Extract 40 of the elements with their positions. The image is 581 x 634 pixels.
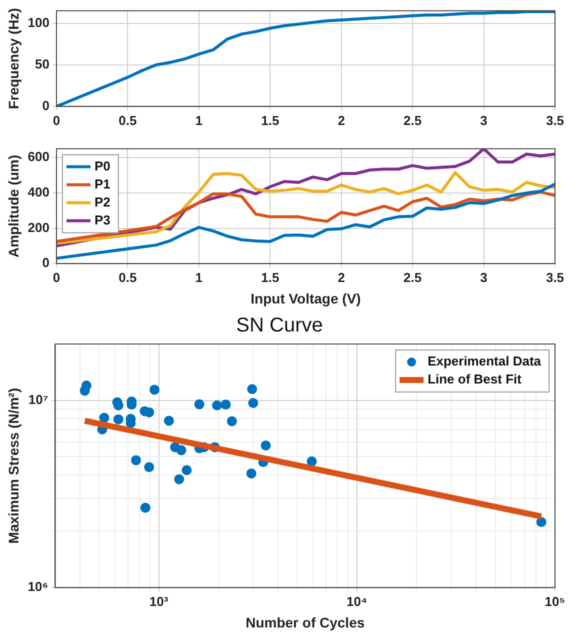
x-axis-title: Input Voltage (V) xyxy=(250,290,361,306)
x-tick-label: 0.5 xyxy=(118,112,137,128)
y-tick-label: 600 xyxy=(28,149,50,164)
y-axis-title: Amplitude (um) xyxy=(5,154,22,258)
legend-label: Experimental Data xyxy=(428,354,542,369)
x-tick-label: 1.5 xyxy=(261,112,280,128)
legend-label: P0 xyxy=(94,158,110,174)
y-tick-label: 0 xyxy=(42,255,50,270)
x-tick-label: 10³ xyxy=(149,594,169,609)
x-tick-label: 2 xyxy=(338,270,345,285)
x-tick-label: 0.5 xyxy=(118,270,137,285)
x-tick-label: 3 xyxy=(480,112,488,128)
x-axis-title: Number of Cycles xyxy=(246,614,365,630)
y-tick-label: 50 xyxy=(35,56,50,72)
x-tick-label: 2.5 xyxy=(404,112,422,128)
x-tick-label: 3.5 xyxy=(546,270,564,285)
x-tick-label: 0 xyxy=(52,270,60,285)
legend-label: P1 xyxy=(94,176,110,192)
y-tick-label: 400 xyxy=(28,184,50,200)
legend-label: Line of Best Fit xyxy=(428,372,522,387)
y-tick-label: 0 xyxy=(42,98,50,113)
y-tick-label: 10⁷ xyxy=(28,392,48,407)
x-tick-label: 1 xyxy=(195,270,203,285)
x-tick-label: 2.5 xyxy=(404,270,422,285)
chart-title: SN Curve xyxy=(236,314,323,337)
legend-label: P3 xyxy=(94,212,110,228)
x-tick-label: 3.5 xyxy=(546,112,564,128)
x-tick-label: 1 xyxy=(195,112,203,128)
y-axis-title: Maximum Stress (N/m²) xyxy=(5,388,22,544)
y-tick-label: 100 xyxy=(28,14,50,30)
y-tick-label: 10⁶ xyxy=(28,579,48,594)
legend-label: P2 xyxy=(94,194,110,210)
x-tick-label: 10⁵ xyxy=(544,594,566,609)
x-tick-label: 1.5 xyxy=(261,270,280,285)
y-tick-label: 200 xyxy=(28,220,50,235)
x-tick-label: 0 xyxy=(52,112,60,128)
y-axis-title: Frequency (Hz) xyxy=(5,8,22,110)
x-tick-label: 10⁴ xyxy=(346,594,368,609)
x-tick-label: 3 xyxy=(480,270,488,285)
x-tick-label: 2 xyxy=(338,112,345,128)
